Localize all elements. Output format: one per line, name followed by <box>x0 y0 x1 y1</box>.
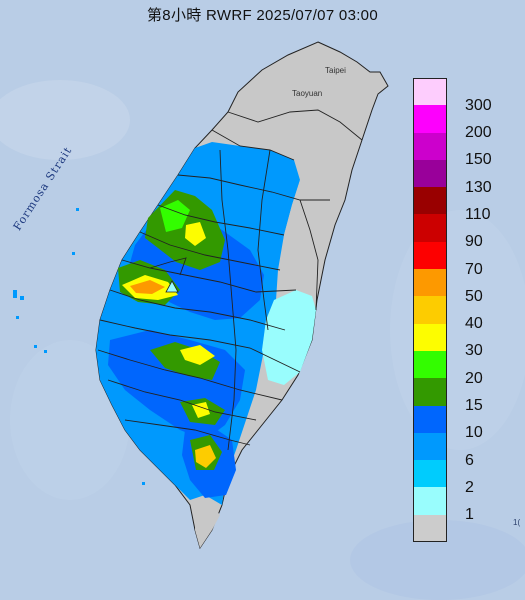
legend-swatch <box>413 350 447 379</box>
legend-label: 110 <box>465 206 491 223</box>
legend-swatch <box>413 460 447 488</box>
legend-label: 1 <box>465 506 474 523</box>
legend-label: 300 <box>465 97 492 114</box>
legend-label: 10 <box>465 424 483 441</box>
triangle-marker-icon <box>165 280 179 293</box>
legend-swatch <box>413 78 447 106</box>
legend-swatch <box>413 514 447 543</box>
legend-swatch <box>413 432 447 461</box>
city-label-taoyuan: Taoyuan <box>292 89 323 98</box>
legend-swatch <box>413 378 447 406</box>
rain-zone-grey-east <box>282 180 330 290</box>
rainfall-field <box>96 142 330 548</box>
legend-label: 30 <box>465 342 483 359</box>
legend-colorbar <box>413 78 447 543</box>
legend-swatch <box>413 105 447 133</box>
rain-zone-green-b <box>160 200 190 232</box>
legend-swatch <box>413 241 447 270</box>
legend-swatch <box>413 405 447 433</box>
rain-zone-yellow-b <box>180 345 215 365</box>
legend-label: 20 <box>465 370 483 387</box>
rain-zone-yellow-d <box>185 222 206 246</box>
rain-zone-yellow-c <box>195 445 216 468</box>
legend-label: 200 <box>465 124 492 141</box>
legend-swatch <box>413 159 447 188</box>
legend-swatch <box>413 187 447 215</box>
legend-label: 130 <box>465 179 492 196</box>
map-title: 第8小時 RWRF 2025/07/07 03:00 <box>147 7 378 24</box>
legend-label: 50 <box>465 288 483 305</box>
legend-label: 70 <box>465 261 483 278</box>
rain-zone-lightblue <box>262 290 316 385</box>
offshore-rain-pixels <box>13 208 145 485</box>
legend-label: 40 <box>465 315 483 332</box>
edge-text: 1( <box>513 518 521 527</box>
rain-zone-orange-a <box>130 280 165 294</box>
legend-swatch <box>413 132 447 160</box>
legend-label: 6 <box>465 452 474 469</box>
legend-label: 150 <box>465 151 492 168</box>
legend-label: 15 <box>465 397 483 414</box>
city-label-taipei: Taipei <box>325 66 346 75</box>
legend-swatch <box>413 323 447 351</box>
legend-swatch <box>413 214 447 242</box>
legend-swatch <box>413 296 447 324</box>
county-boundaries <box>97 109 363 451</box>
rain-zone-sw-tip <box>195 505 220 548</box>
legend-swatch <box>413 269 447 297</box>
legend-label: 2 <box>465 479 474 496</box>
legend-label: 90 <box>465 233 483 250</box>
legend-swatch <box>413 487 447 515</box>
